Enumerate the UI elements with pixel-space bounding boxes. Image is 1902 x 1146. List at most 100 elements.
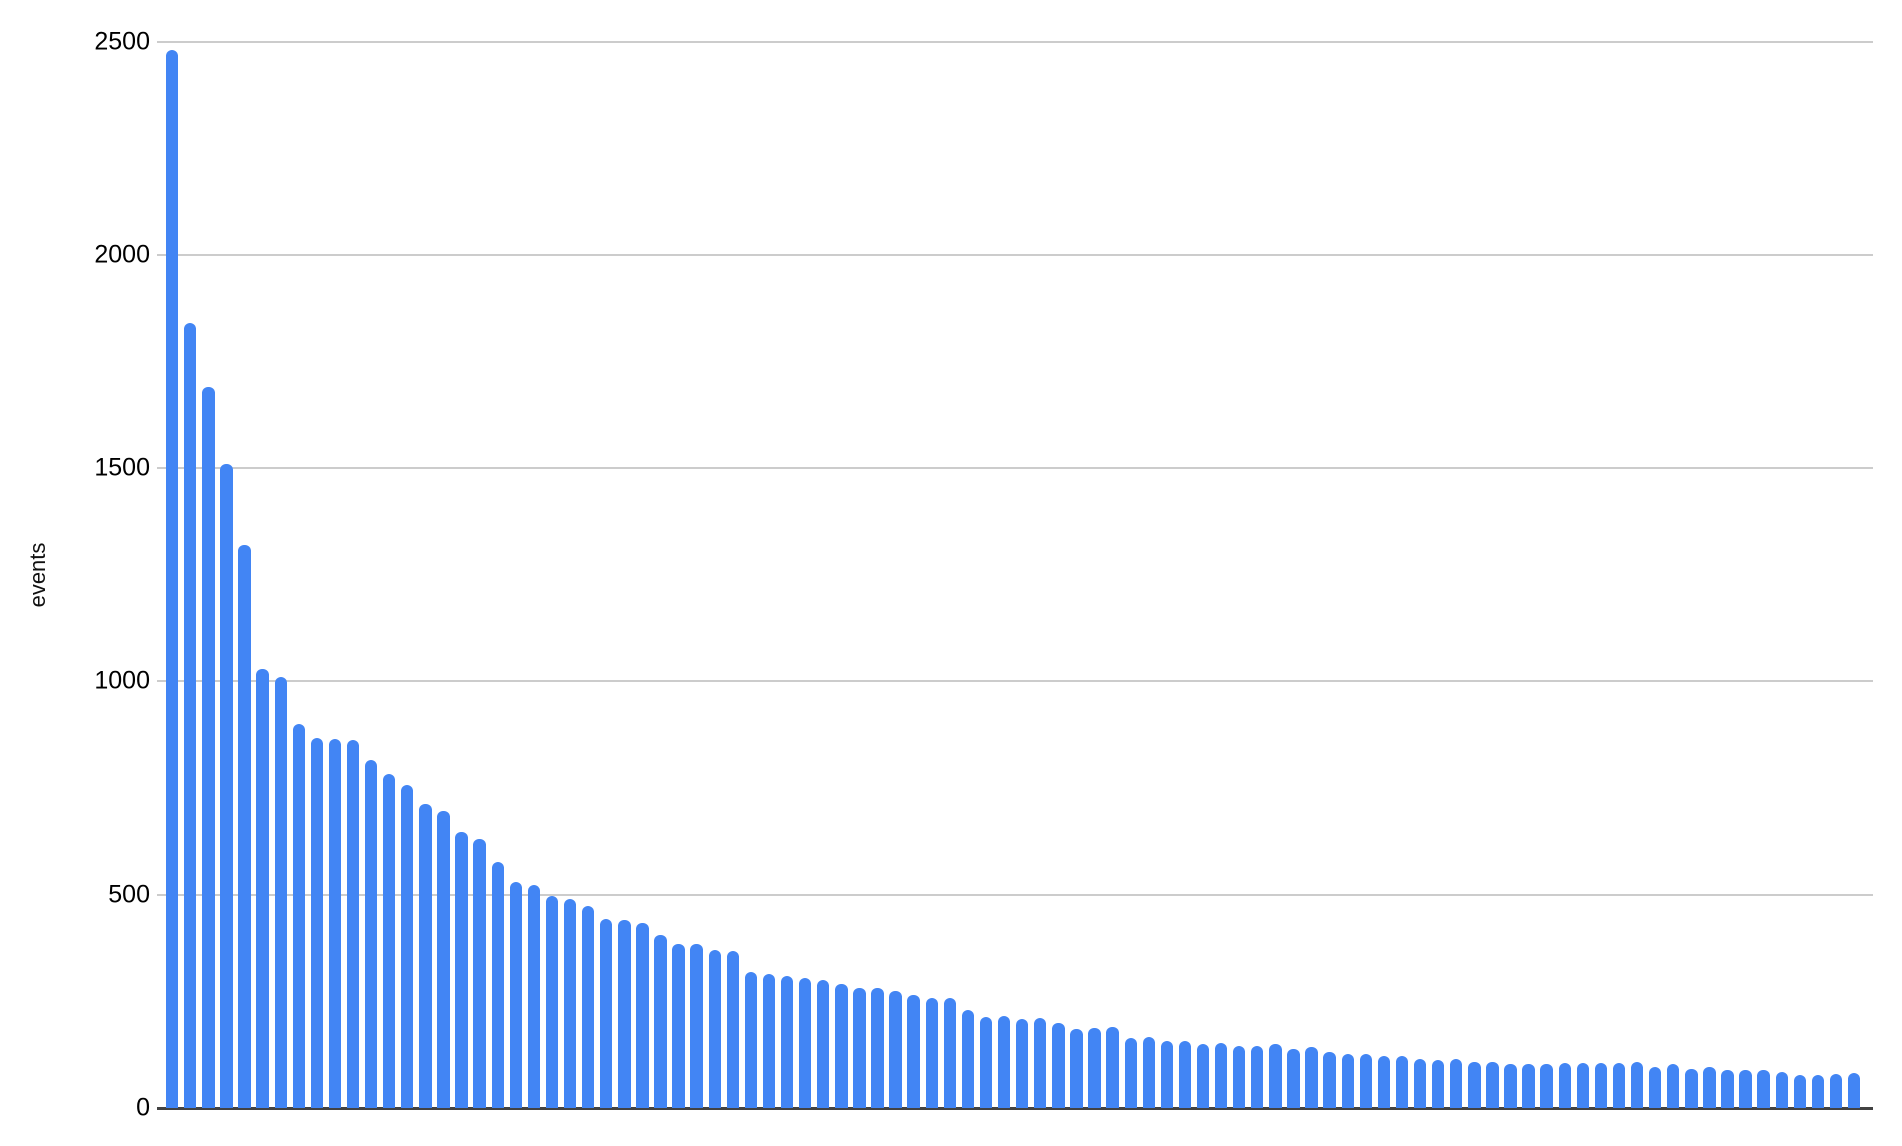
bar[interactable] bbox=[1070, 1028, 1083, 1108]
gridline bbox=[157, 253, 1873, 256]
bar[interactable] bbox=[1558, 1062, 1571, 1108]
bar[interactable] bbox=[1395, 1055, 1409, 1108]
bar[interactable] bbox=[708, 950, 721, 1108]
bar[interactable] bbox=[1739, 1069, 1752, 1108]
bar[interactable] bbox=[1540, 1063, 1553, 1108]
bar[interactable] bbox=[1287, 1048, 1300, 1108]
bar[interactable] bbox=[1829, 1073, 1843, 1108]
bar[interactable] bbox=[1594, 1062, 1608, 1108]
bar[interactable] bbox=[473, 839, 486, 1108]
bar[interactable] bbox=[310, 737, 324, 1108]
bar[interactable] bbox=[1847, 1073, 1861, 1108]
bar[interactable] bbox=[1178, 1040, 1192, 1108]
bar[interactable] bbox=[1269, 1044, 1282, 1108]
bar[interactable] bbox=[563, 898, 577, 1108]
bar[interactable] bbox=[907, 994, 920, 1108]
y-tick-label: 500 bbox=[108, 880, 150, 909]
bar[interactable] bbox=[1359, 1053, 1372, 1108]
bar[interactable] bbox=[1088, 1027, 1101, 1108]
bar[interactable] bbox=[202, 387, 215, 1108]
bar[interactable] bbox=[1685, 1068, 1698, 1108]
bar[interactable] bbox=[780, 976, 794, 1108]
bar[interactable] bbox=[401, 784, 414, 1108]
bar[interactable] bbox=[1811, 1074, 1825, 1108]
bar[interactable] bbox=[817, 979, 830, 1108]
bar[interactable] bbox=[238, 544, 251, 1108]
bar[interactable] bbox=[1757, 1070, 1770, 1108]
bar[interactable] bbox=[636, 922, 649, 1108]
bar[interactable] bbox=[1648, 1067, 1662, 1108]
y-tick-label: 2000 bbox=[94, 240, 150, 269]
bar[interactable] bbox=[292, 724, 305, 1108]
bar[interactable] bbox=[346, 739, 360, 1108]
bar[interactable] bbox=[871, 988, 884, 1108]
bar[interactable] bbox=[672, 943, 685, 1108]
bar[interactable] bbox=[1431, 1060, 1445, 1108]
bar[interactable] bbox=[835, 983, 848, 1108]
bar[interactable] bbox=[419, 803, 432, 1108]
bar[interactable] bbox=[1775, 1071, 1788, 1108]
bar[interactable] bbox=[581, 906, 595, 1108]
bar[interactable] bbox=[509, 881, 522, 1108]
bar[interactable] bbox=[726, 950, 740, 1108]
bar[interactable] bbox=[600, 919, 613, 1108]
bar[interactable] bbox=[798, 977, 812, 1108]
bar[interactable] bbox=[618, 920, 631, 1108]
bar[interactable] bbox=[1106, 1027, 1119, 1108]
bar[interactable] bbox=[1793, 1074, 1807, 1108]
bar[interactable] bbox=[328, 739, 342, 1108]
bar[interactable] bbox=[1251, 1045, 1264, 1108]
bar[interactable] bbox=[690, 944, 703, 1108]
bar[interactable] bbox=[1703, 1066, 1716, 1108]
bar[interactable] bbox=[1160, 1041, 1174, 1108]
bar[interactable] bbox=[1522, 1063, 1535, 1108]
bar[interactable] bbox=[1052, 1022, 1065, 1108]
bar[interactable] bbox=[455, 832, 468, 1108]
bar[interactable] bbox=[943, 997, 957, 1108]
bar[interactable] bbox=[545, 896, 559, 1108]
bar[interactable] bbox=[997, 1016, 1011, 1108]
bar[interactable] bbox=[364, 760, 378, 1108]
bar[interactable] bbox=[1142, 1037, 1155, 1108]
bar[interactable] bbox=[1504, 1063, 1517, 1108]
bar[interactable] bbox=[491, 862, 504, 1108]
bar[interactable] bbox=[1305, 1047, 1318, 1108]
x-axis-baseline bbox=[157, 1107, 1873, 1110]
bar[interactable] bbox=[1196, 1044, 1210, 1108]
bar[interactable] bbox=[1630, 1062, 1644, 1108]
bar[interactable] bbox=[166, 50, 179, 1108]
bar[interactable] bbox=[979, 1016, 993, 1108]
gridline bbox=[157, 467, 1873, 470]
bar[interactable] bbox=[1341, 1053, 1354, 1108]
bar[interactable] bbox=[925, 998, 938, 1108]
bar[interactable] bbox=[889, 990, 902, 1108]
bar[interactable] bbox=[1612, 1062, 1626, 1108]
bar[interactable] bbox=[853, 987, 866, 1108]
bar[interactable] bbox=[762, 974, 776, 1108]
bar[interactable] bbox=[1377, 1056, 1391, 1108]
bar[interactable] bbox=[1576, 1062, 1590, 1108]
bar[interactable] bbox=[256, 668, 269, 1108]
bar[interactable] bbox=[1034, 1018, 1047, 1108]
bar[interactable] bbox=[744, 971, 758, 1108]
bar[interactable] bbox=[1667, 1063, 1680, 1108]
bar[interactable] bbox=[1450, 1059, 1463, 1108]
bar[interactable] bbox=[1124, 1038, 1137, 1108]
bar[interactable] bbox=[654, 934, 667, 1108]
bar[interactable] bbox=[1233, 1046, 1246, 1108]
bar[interactable] bbox=[1486, 1062, 1499, 1108]
bar[interactable] bbox=[1214, 1043, 1228, 1108]
bar[interactable] bbox=[1413, 1058, 1427, 1108]
bar[interactable] bbox=[383, 774, 396, 1108]
bar[interactable] bbox=[961, 1009, 975, 1108]
bar[interactable] bbox=[1015, 1018, 1029, 1108]
y-axis-title: events bbox=[25, 542, 50, 608]
bar[interactable] bbox=[1721, 1070, 1734, 1108]
bar[interactable] bbox=[437, 810, 450, 1108]
bar[interactable] bbox=[220, 463, 233, 1108]
bar[interactable] bbox=[1468, 1061, 1481, 1108]
bar[interactable] bbox=[1323, 1051, 1336, 1108]
bar[interactable] bbox=[274, 677, 287, 1108]
bar[interactable] bbox=[527, 884, 541, 1108]
bar[interactable] bbox=[184, 323, 197, 1108]
